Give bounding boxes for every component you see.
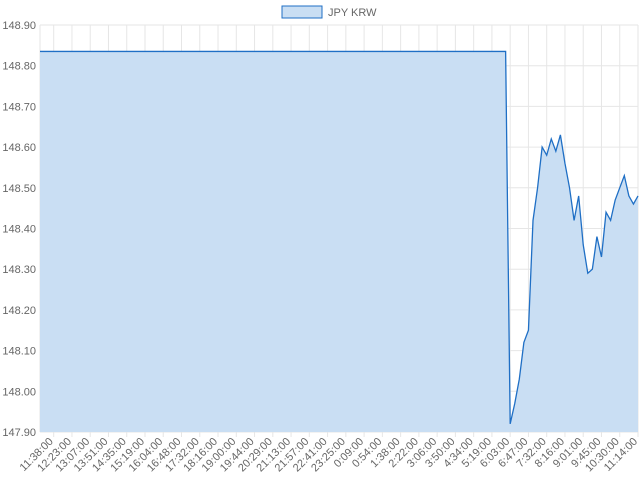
- area: [40, 51, 638, 432]
- y-tick-label: 148.60: [2, 142, 36, 154]
- y-tick-label: 148.30: [2, 264, 36, 276]
- y-tick-label: 148.70: [2, 101, 36, 113]
- legend-label: JPY KRW: [328, 7, 377, 19]
- y-tick-label: 148.10: [2, 346, 36, 358]
- y-tick-label: 148.20: [2, 305, 36, 317]
- legend-swatch: [281, 5, 323, 19]
- y-tick-label: 148.00: [2, 386, 36, 398]
- y-tick-label: 148.40: [2, 224, 36, 236]
- y-tick-label: 148.90: [2, 20, 36, 32]
- y-tick-label: 147.90: [2, 427, 36, 439]
- y-tick-label: 148.50: [2, 183, 36, 195]
- y-tick-label: 148.80: [2, 61, 36, 73]
- line: [40, 50, 639, 425]
